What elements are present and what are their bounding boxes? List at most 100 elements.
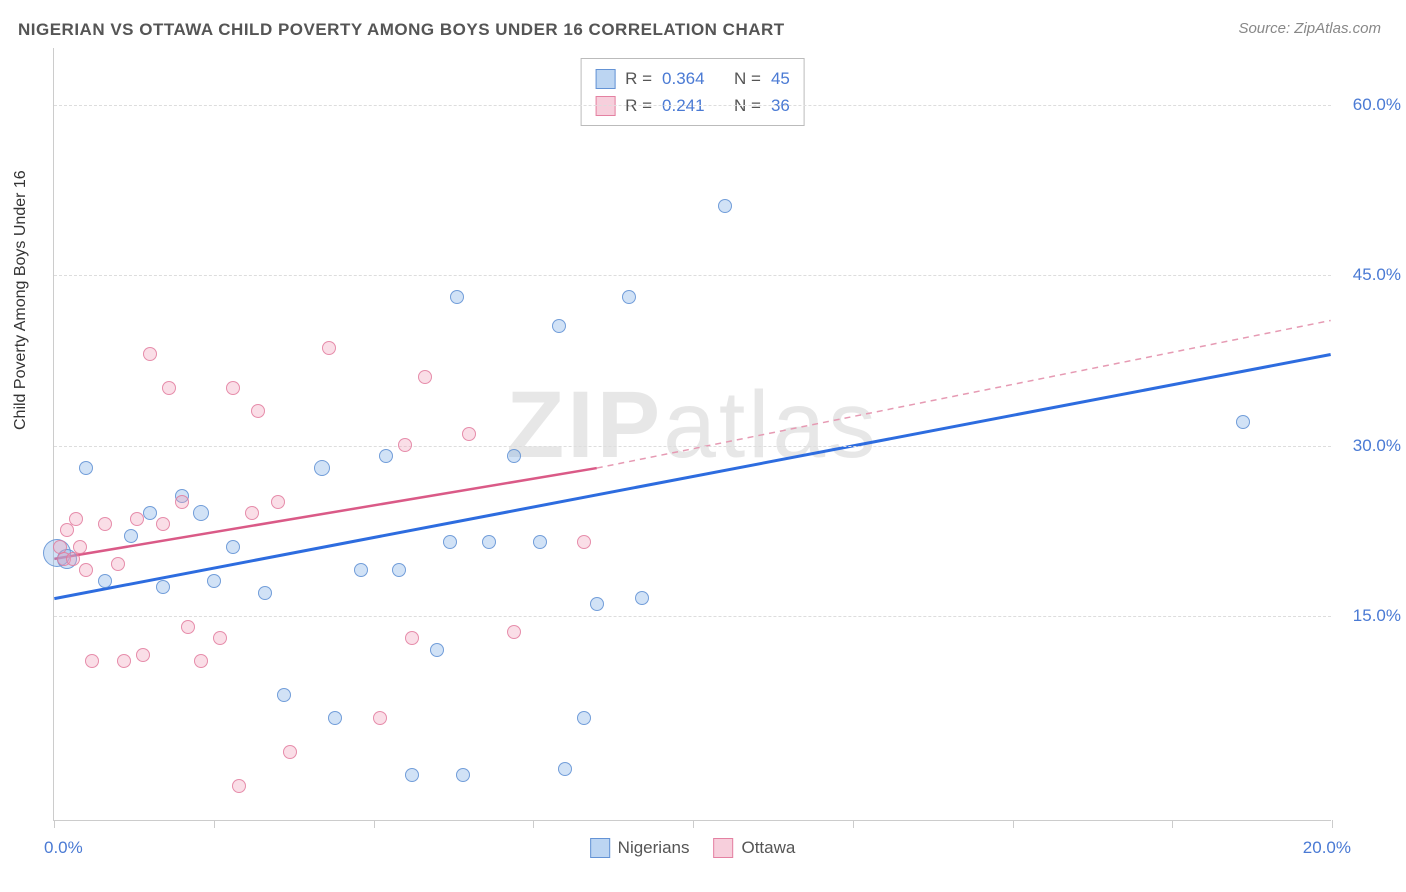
- data-point-nigerians: [456, 768, 470, 782]
- data-point-ottawa: [85, 654, 99, 668]
- data-point-nigerians: [405, 768, 419, 782]
- swatch-blue: [590, 838, 610, 858]
- data-point-nigerians: [533, 535, 547, 549]
- stats-row-nigerians: R = 0.364 N = 45: [595, 65, 790, 92]
- trend-lines: [54, 48, 1331, 820]
- data-point-ottawa: [373, 711, 387, 725]
- x-tick: [853, 820, 854, 828]
- watermark-zip: ZIP: [506, 372, 663, 478]
- data-point-nigerians: [718, 199, 732, 213]
- data-point-nigerians: [258, 586, 272, 600]
- watermark: ZIPatlas: [506, 371, 878, 480]
- data-point-ottawa: [398, 438, 412, 452]
- data-point-nigerians: [98, 574, 112, 588]
- data-point-nigerians: [590, 597, 604, 611]
- swatch-blue: [595, 69, 615, 89]
- source-label: Source: ZipAtlas.com: [1238, 20, 1381, 37]
- data-point-nigerians: [430, 643, 444, 657]
- data-point-ottawa: [226, 381, 240, 395]
- data-point-ottawa: [283, 745, 297, 759]
- n-label: N =: [734, 65, 761, 92]
- gridline: [54, 275, 1331, 276]
- y-tick-label: 15.0%: [1341, 606, 1401, 626]
- data-point-ottawa: [232, 779, 246, 793]
- data-point-nigerians: [143, 506, 157, 520]
- legend-item-nigerians: Nigerians: [590, 838, 690, 858]
- chart-title: NIGERIAN VS OTTAWA CHILD POVERTY AMONG B…: [18, 20, 785, 40]
- y-tick-label: 30.0%: [1341, 436, 1401, 456]
- r-label: R =: [625, 65, 652, 92]
- gridline: [54, 105, 1331, 106]
- legend: Nigerians Ottawa: [590, 838, 796, 858]
- data-point-nigerians: [450, 290, 464, 304]
- correlation-stats-box: R = 0.364 N = 45 R = 0.241 N = 36: [580, 58, 805, 126]
- data-point-ottawa: [162, 381, 176, 395]
- x-tick: [533, 820, 534, 828]
- watermark-atlas: atlas: [663, 372, 879, 478]
- data-point-nigerians: [552, 319, 566, 333]
- data-point-ottawa: [175, 495, 189, 509]
- legend-label-nigerians: Nigerians: [618, 838, 690, 858]
- data-point-ottawa: [79, 563, 93, 577]
- data-point-nigerians: [226, 540, 240, 554]
- data-point-nigerians: [392, 563, 406, 577]
- data-point-ottawa: [69, 512, 83, 526]
- data-point-ottawa: [251, 404, 265, 418]
- data-point-nigerians: [507, 449, 521, 463]
- gridline: [54, 446, 1331, 447]
- data-point-ottawa: [577, 535, 591, 549]
- x-tick: [214, 820, 215, 828]
- legend-item-ottawa: Ottawa: [713, 838, 795, 858]
- data-point-ottawa: [418, 370, 432, 384]
- data-point-ottawa: [73, 540, 87, 554]
- data-point-nigerians: [277, 688, 291, 702]
- x-tick: [693, 820, 694, 828]
- data-point-ottawa: [507, 625, 521, 639]
- data-point-ottawa: [181, 620, 195, 634]
- data-point-ottawa: [117, 654, 131, 668]
- data-point-nigerians: [156, 580, 170, 594]
- data-point-nigerians: [443, 535, 457, 549]
- data-point-nigerians: [379, 449, 393, 463]
- data-point-nigerians: [79, 461, 93, 475]
- x-axis-min-label: 0.0%: [44, 838, 83, 858]
- data-point-nigerians: [354, 563, 368, 577]
- legend-label-ottawa: Ottawa: [741, 838, 795, 858]
- x-axis-max-label: 20.0%: [1303, 838, 1351, 858]
- data-point-nigerians: [577, 711, 591, 725]
- data-point-ottawa: [462, 427, 476, 441]
- data-point-ottawa: [98, 517, 112, 531]
- data-point-ottawa: [213, 631, 227, 645]
- x-tick: [1013, 820, 1014, 828]
- data-point-ottawa: [322, 341, 336, 355]
- data-point-nigerians: [482, 535, 496, 549]
- data-point-ottawa: [156, 517, 170, 531]
- data-point-nigerians: [622, 290, 636, 304]
- data-point-nigerians: [207, 574, 221, 588]
- data-point-ottawa: [245, 506, 259, 520]
- y-tick-label: 60.0%: [1341, 95, 1401, 115]
- data-point-nigerians: [314, 460, 330, 476]
- data-point-ottawa: [194, 654, 208, 668]
- n-value-nigerians: 45: [771, 65, 790, 92]
- data-point-nigerians: [1236, 415, 1250, 429]
- y-axis-label: Child Poverty Among Boys Under 16: [12, 170, 30, 430]
- swatch-pink: [713, 838, 733, 858]
- data-point-nigerians: [328, 711, 342, 725]
- chart-plot-area: ZIPatlas R = 0.364 N = 45 R = 0.241 N = …: [53, 48, 1331, 821]
- data-point-nigerians: [193, 505, 209, 521]
- x-tick: [1332, 820, 1333, 828]
- x-tick: [374, 820, 375, 828]
- r-value-nigerians: 0.364: [662, 65, 705, 92]
- data-point-ottawa: [60, 523, 74, 537]
- data-point-ottawa: [143, 347, 157, 361]
- data-point-nigerians: [635, 591, 649, 605]
- data-point-ottawa: [136, 648, 150, 662]
- data-point-ottawa: [130, 512, 144, 526]
- gridline: [54, 616, 1331, 617]
- x-tick: [54, 820, 55, 828]
- data-point-ottawa: [271, 495, 285, 509]
- data-point-ottawa: [111, 557, 125, 571]
- y-tick-label: 45.0%: [1341, 265, 1401, 285]
- x-tick: [1172, 820, 1173, 828]
